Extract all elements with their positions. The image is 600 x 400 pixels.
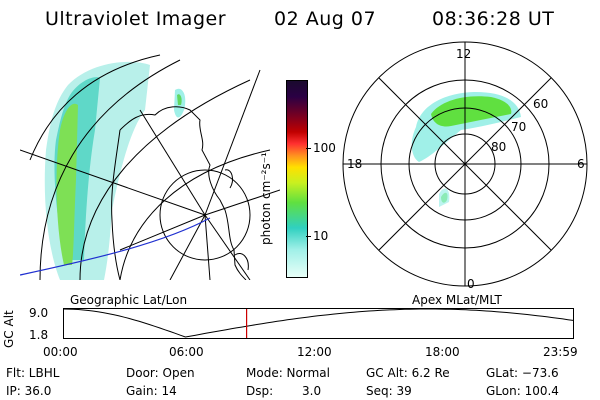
colorbar-tick-100: 100 (313, 141, 336, 155)
mlt-label-12: 12 (456, 47, 472, 61)
glon-info: GLon: 100.4 (486, 384, 559, 398)
altitude-strip-plot (62, 308, 574, 339)
x-tick-1200: 12:00 (297, 345, 332, 359)
x-tick-0000: 00:00 (43, 345, 78, 359)
dsp-label: Dsp: (246, 384, 274, 398)
mlat-label-60: 60 (533, 97, 549, 111)
geographic-map (20, 54, 280, 280)
left-panel-caption: Geographic Lat/Lon (70, 293, 188, 307)
polar-plot (342, 41, 588, 287)
colorbar-tick-10: 10 (313, 229, 329, 243)
right-panel-caption: Apex MLat/MLT (412, 293, 502, 307)
gain-info: Gain: 14 (126, 384, 177, 398)
gc-alt-tick-high: 9.0 (29, 306, 49, 320)
colorbar-unit-label: photon cm⁻²s⁻¹ (259, 152, 273, 245)
colorbar-tick-mark (306, 236, 311, 237)
x-tick-0600: 06:00 (169, 345, 204, 359)
gc-alt-info: GC Alt: 6.2 Re (366, 366, 450, 380)
mlt-label-0: 0 (467, 277, 475, 291)
glat-info: GLat: −73.6 (486, 366, 559, 380)
mlat-label-70: 70 (511, 120, 527, 134)
colorbar-tick-mark (306, 148, 311, 149)
dsp-value: 3.0 (302, 384, 322, 398)
filter-info: Flt: LBHL (6, 366, 60, 380)
seq-info: Seq: 39 (366, 384, 412, 398)
colorbar (286, 80, 308, 278)
date-label: 02 Aug 07 (274, 8, 377, 30)
mlt-label-18: 18 (347, 157, 363, 171)
gc-alt-tick-low: 1.8 (29, 328, 49, 342)
instrument-title: Ultraviolet Imager (45, 8, 227, 30)
mode-info: Mode: Normal (246, 366, 330, 380)
x-tick-2359: 23:59 (543, 345, 578, 359)
time-label: 08:36:28 UT (432, 8, 555, 30)
ip-info: IP: 36.0 (6, 384, 52, 398)
door-info: Door: Open (126, 366, 195, 380)
mlt-label-6: 6 (577, 157, 585, 171)
gc-alt-axis-label: GC Alt (2, 310, 16, 348)
x-tick-1800: 18:00 (425, 345, 460, 359)
mlat-label-80: 80 (491, 140, 507, 154)
